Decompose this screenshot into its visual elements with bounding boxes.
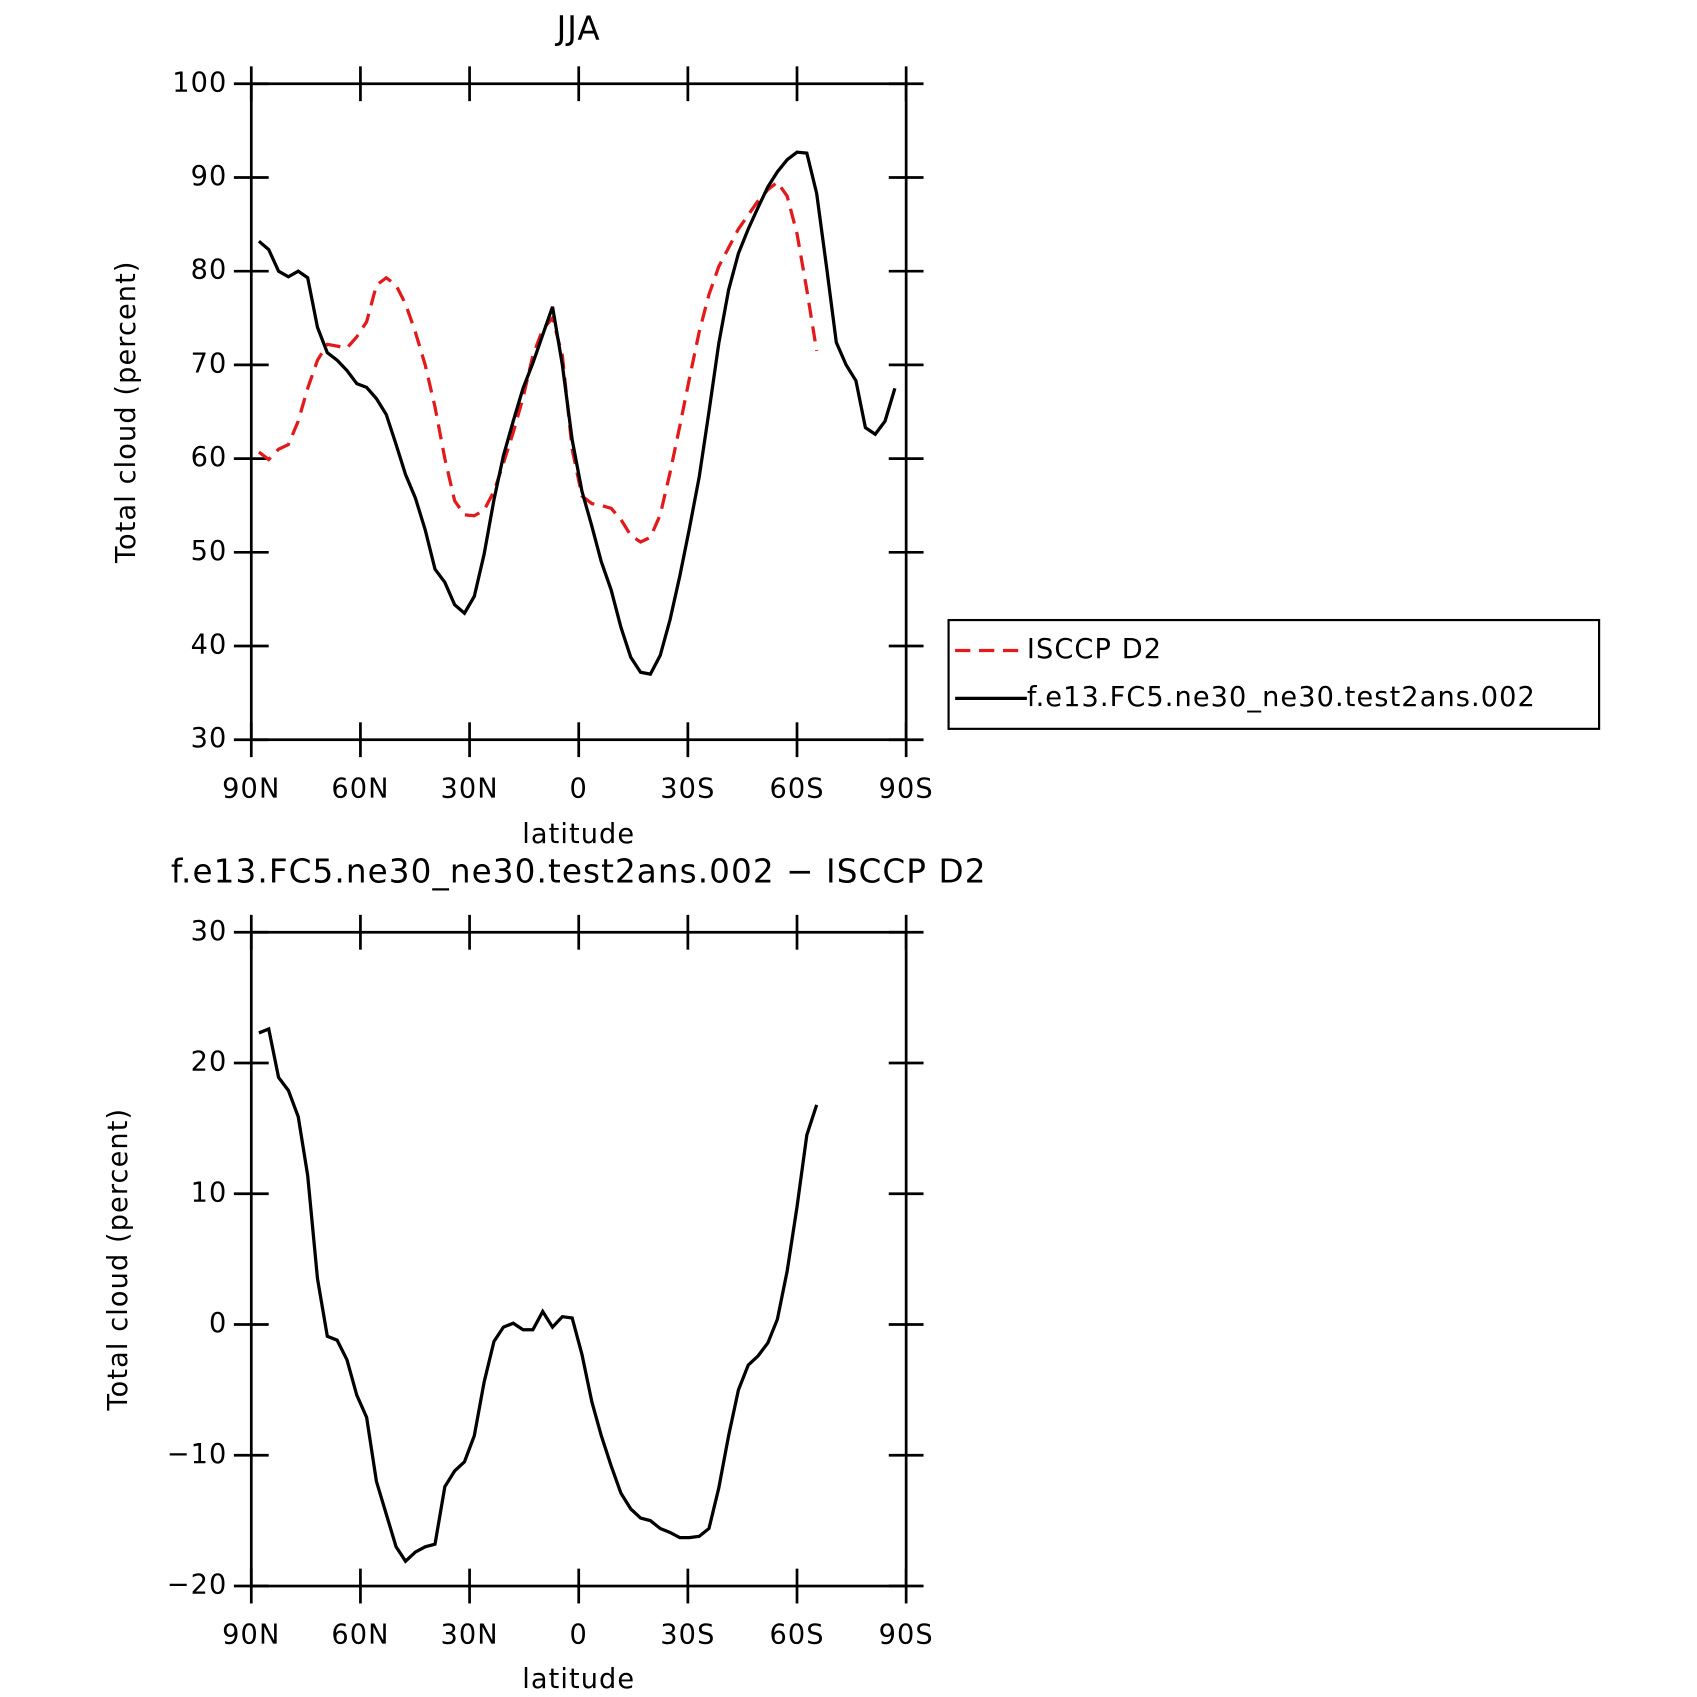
y-tick-label: 60 xyxy=(191,442,228,473)
legend-label: f.e13.FC5.ne30_ne30.test2ans.002 xyxy=(1027,682,1536,713)
x-tick-label: 90N xyxy=(222,1620,280,1651)
x-tick-label: 30N xyxy=(440,773,498,804)
y-tick-label: −10 xyxy=(167,1439,228,1470)
y-axis-label: Total cloud (percent) xyxy=(103,1108,134,1412)
x-tick-label: 30N xyxy=(440,1620,498,1651)
y-tick-label: 70 xyxy=(191,348,228,379)
x-tick-label: 0 xyxy=(570,773,588,804)
x-tick-label: 0 xyxy=(570,1620,588,1651)
y-tick-label: 20 xyxy=(191,1047,228,1078)
data-line xyxy=(257,179,819,544)
y-tick-label: 50 xyxy=(191,536,228,567)
x-tick-label: 90S xyxy=(879,1620,934,1651)
legend-label: ISCCP D2 xyxy=(1027,634,1162,665)
x-tick-label: 60S xyxy=(769,1620,824,1651)
y-tick-label: 30 xyxy=(191,916,228,947)
y-tick-label: −20 xyxy=(167,1570,228,1601)
y-tick-label: 40 xyxy=(191,630,228,661)
chart-title: f.e13.FC5.ne30_ne30.test2ans.002 − ISCCP… xyxy=(171,853,987,891)
data-line xyxy=(257,150,897,676)
y-tick-label: 90 xyxy=(191,161,228,192)
x-tick-label: 60N xyxy=(331,1620,389,1651)
x-tick-label: 60N xyxy=(331,773,389,804)
y-tick-label: 0 xyxy=(209,1308,227,1339)
chart-title: JJA xyxy=(555,9,601,47)
y-tick-label: 100 xyxy=(172,67,227,98)
y-axis-label: Total cloud (percent) xyxy=(111,260,142,564)
y-tick-label: 30 xyxy=(191,723,228,754)
x-axis-label: latitude xyxy=(522,819,635,850)
x-tick-label: 90S xyxy=(879,773,934,804)
plot-frame xyxy=(249,930,908,1588)
legend-box xyxy=(947,618,1601,730)
x-axis-label: latitude xyxy=(522,1664,635,1695)
y-tick-label: 80 xyxy=(191,255,228,286)
x-tick-label: 30S xyxy=(660,773,715,804)
y-tick-label: 10 xyxy=(191,1177,228,1208)
data-line xyxy=(258,1026,819,1564)
plot-frame xyxy=(249,82,908,742)
x-tick-label: 90N xyxy=(222,773,280,804)
x-tick-label: 30S xyxy=(660,1620,715,1651)
x-tick-label: 60S xyxy=(769,773,824,804)
